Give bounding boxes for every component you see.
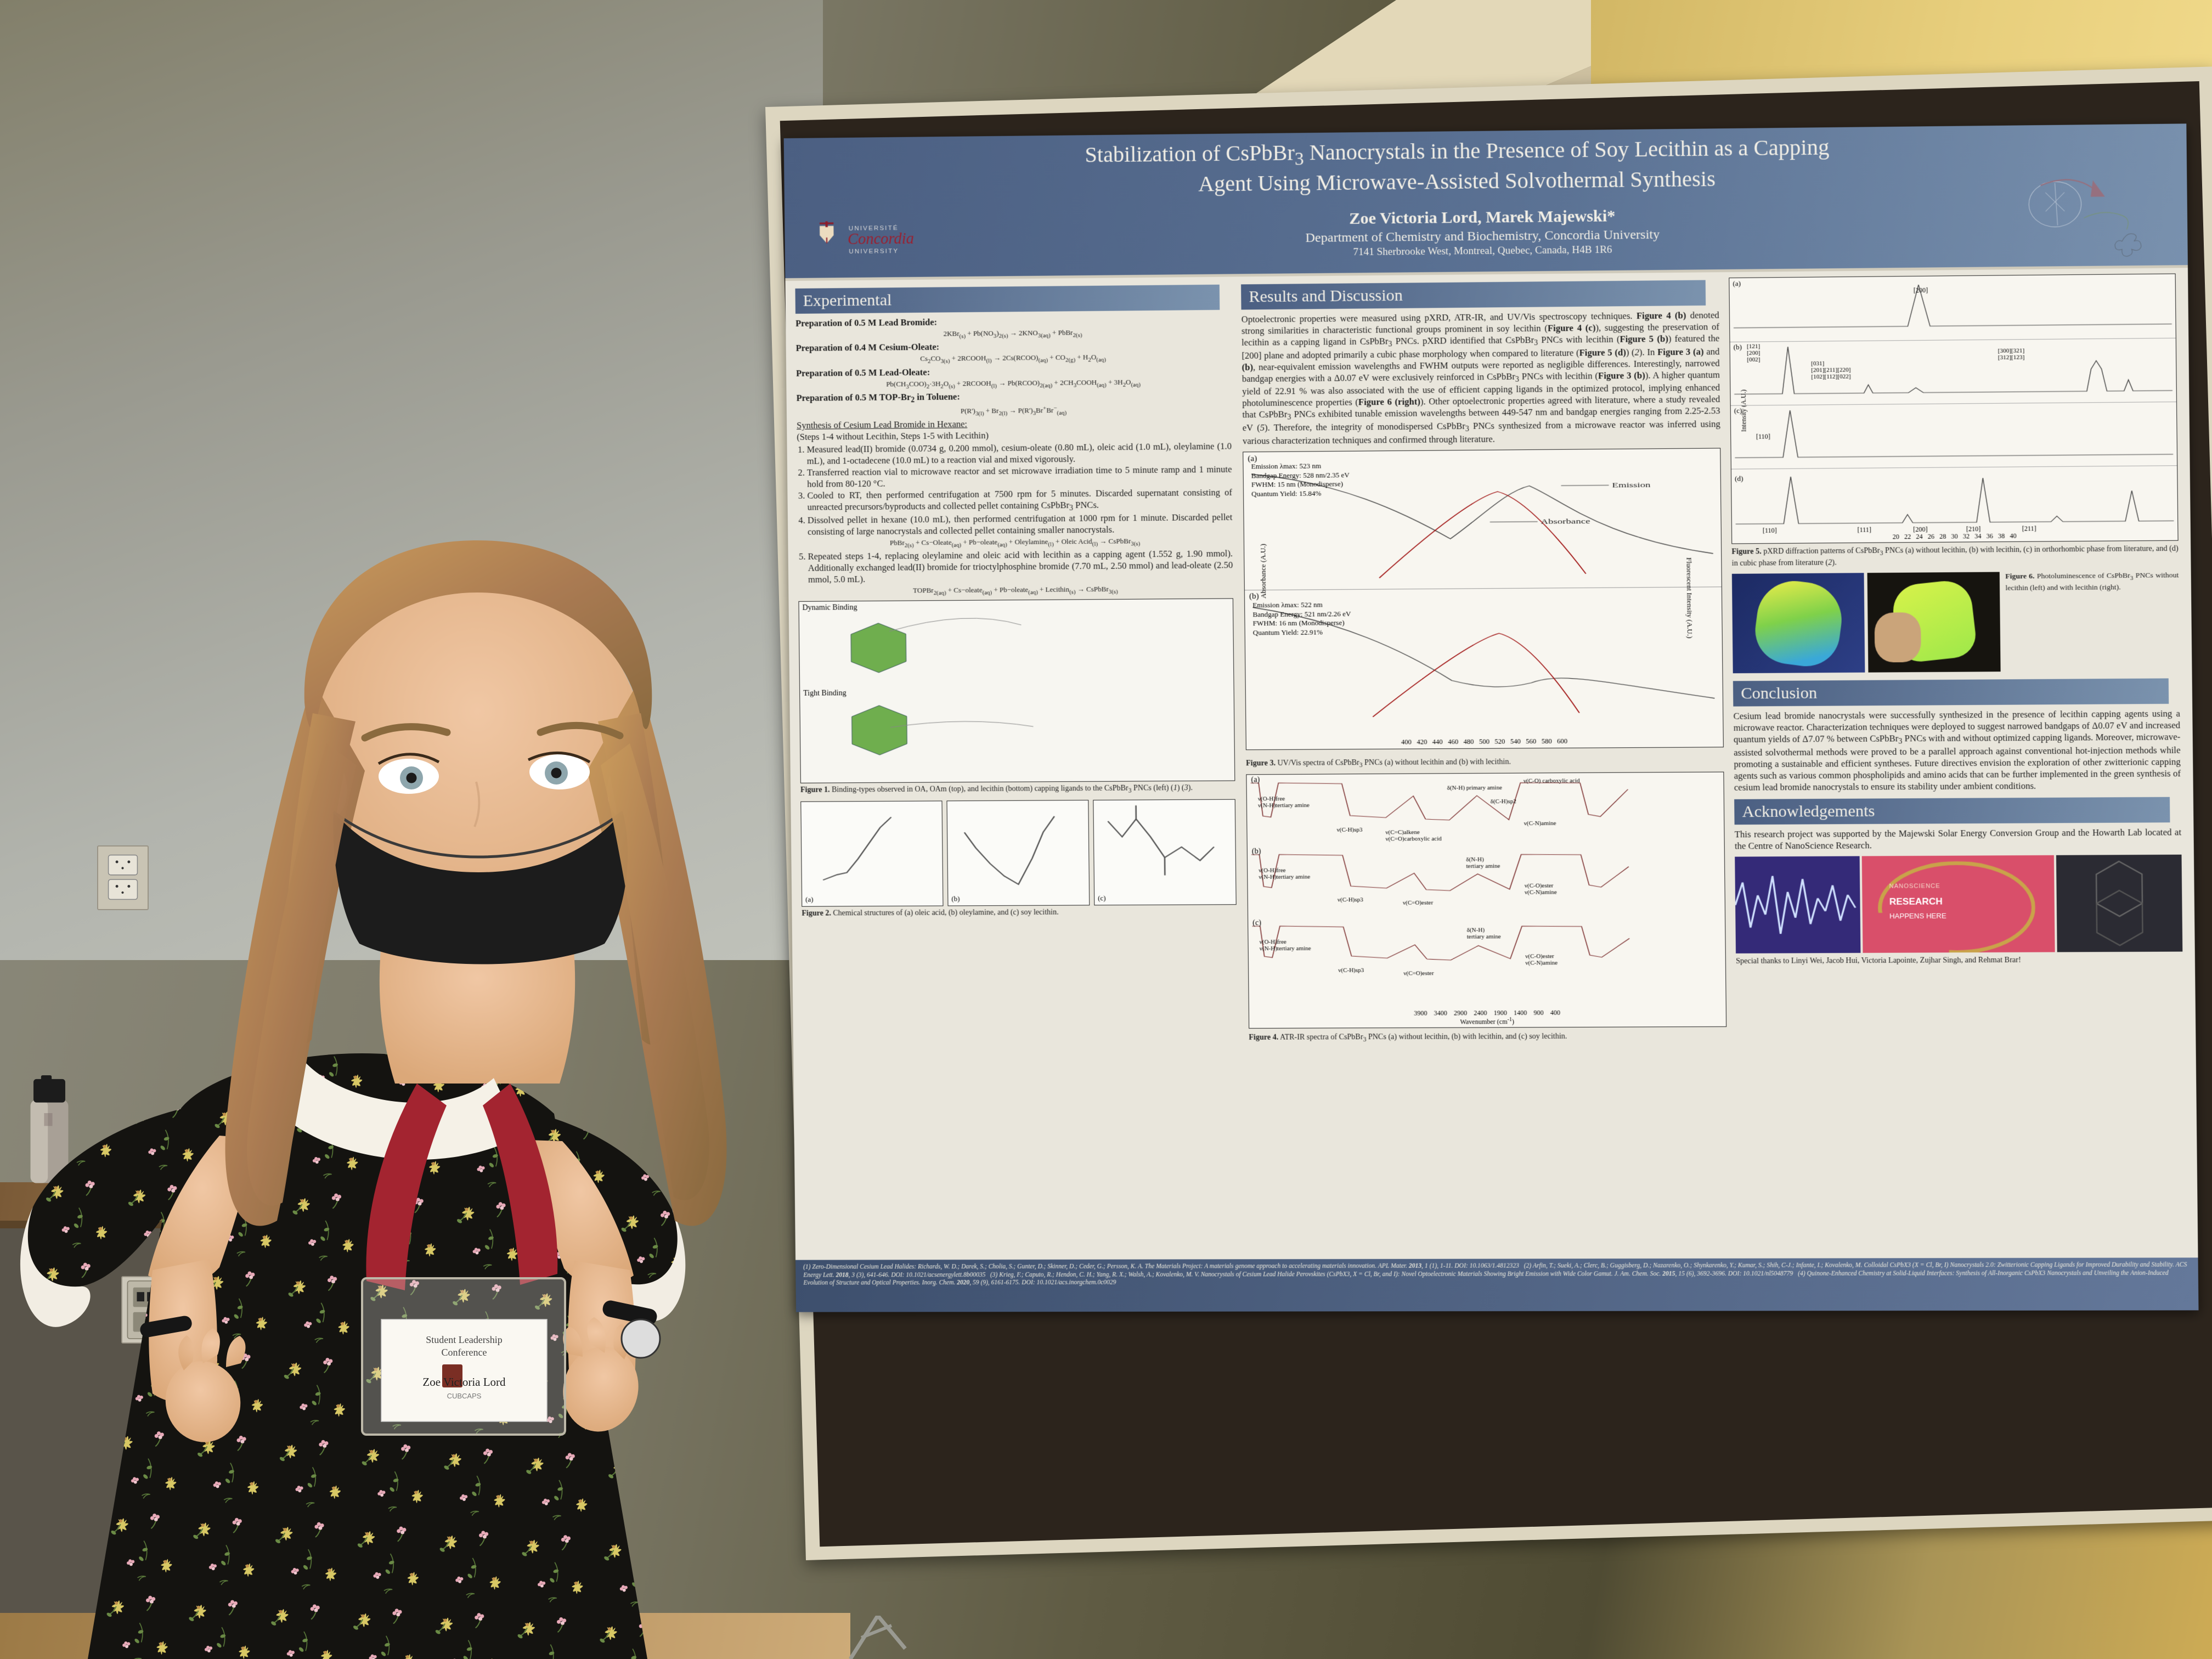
svg-text:Student Leadership: Student Leadership [426, 1334, 502, 1345]
svg-text:Absorbance: Absorbance [1541, 517, 1590, 526]
svg-text:Conference: Conference [442, 1347, 487, 1358]
svg-text:Emission: Emission [1612, 481, 1650, 489]
svg-text:Concordia: Concordia [848, 230, 914, 248]
svg-text:UNIVERSITY: UNIVERSITY [849, 247, 899, 255]
svg-text:Zoe Victoria Lord: Zoe Victoria Lord [422, 1375, 506, 1389]
svg-text:CUBCAPS: CUBCAPS [447, 1392, 482, 1400]
